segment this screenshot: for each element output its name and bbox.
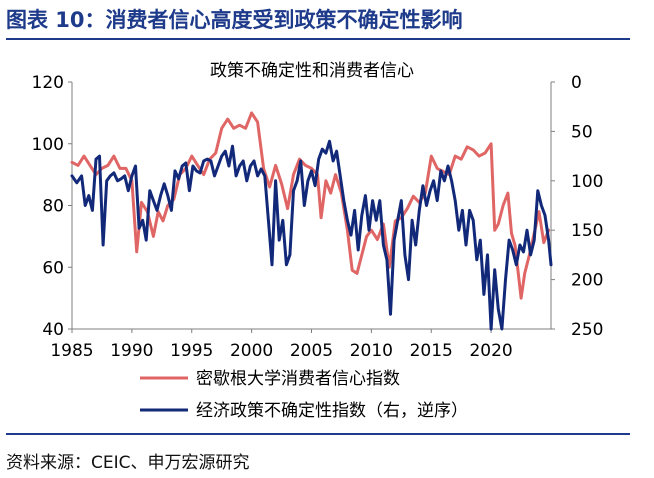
right-y-tick-label: 0 — [571, 73, 582, 93]
x-tick-label: 1990 — [110, 341, 153, 361]
series-blue-line — [70, 139, 553, 331]
right-y-tick-label: 200 — [571, 271, 603, 291]
x-tick-label: 1995 — [170, 341, 213, 361]
title-divider — [6, 38, 630, 40]
x-tick-label: 2020 — [469, 341, 512, 361]
figure-title: 图表 10：消费者信心高度受到政策不确定性影响 — [6, 8, 463, 32]
series-red-line — [70, 111, 551, 300]
chart-axes: 40 60 80 100 120 0 50 100 150 200 250 1985 1990 1995 2… — [32, 73, 604, 361]
left-y-tick-label: 60 — [42, 258, 64, 278]
x-tick-label: 2005 — [290, 341, 333, 361]
x-tick-label: 2000 — [230, 341, 273, 361]
right-y-tick-label: 150 — [571, 221, 603, 241]
policy-uncertainty-line — [70, 139, 553, 331]
x-tick-label: 2015 — [410, 341, 453, 361]
legend-label: 密歇根大学消费者信心指数 — [196, 369, 400, 389]
x-tick-label: 2010 — [350, 341, 393, 361]
right-y-tick-label: 250 — [571, 320, 603, 340]
legend-label: 经济政策不确定性指数（右，逆序） — [196, 401, 468, 421]
consumer-sentiment-line — [70, 111, 551, 300]
source-divider — [6, 433, 630, 435]
right-y-tick-label: 50 — [571, 122, 593, 142]
left-y-tick-label: 80 — [42, 197, 64, 217]
chart-title: 政策不确定性和消费者信心 — [210, 61, 414, 81]
right-y-tick-label: 100 — [571, 172, 603, 192]
left-y-tick-label: 100 — [32, 135, 64, 155]
x-tick-label: 1985 — [50, 341, 93, 361]
left-y-tick-label: 120 — [32, 73, 64, 93]
left-y-tick-label: 40 — [42, 320, 64, 340]
source-note: 资料来源：CEIC、申万宏源研究 — [6, 453, 250, 473]
